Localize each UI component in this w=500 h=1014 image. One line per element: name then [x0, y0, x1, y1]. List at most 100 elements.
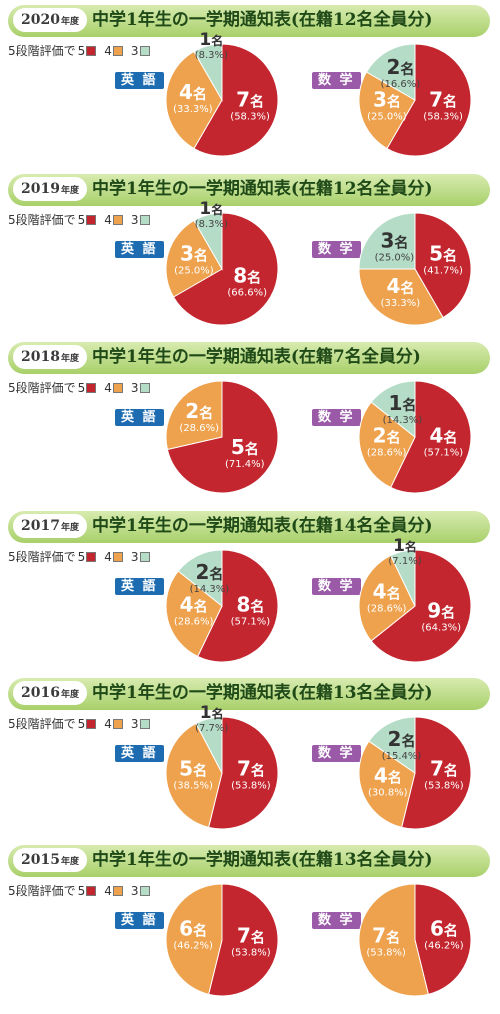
legend-swatch [86, 552, 97, 562]
section-title: 中学1年生の一学期通知表(在籍12名全員分) [92, 179, 433, 199]
slice-percent-label: (25.0%) [367, 112, 407, 123]
subject-label-math: 数 学 [312, 409, 361, 426]
slice-count-label: 7名 [237, 924, 265, 948]
subject-label-english: 英 語 [115, 745, 164, 762]
slice-percent-label: (28.6%) [174, 617, 214, 628]
slice-percent-label: (64.3%) [421, 623, 461, 634]
legend-grade-label: 3 [130, 213, 139, 227]
slice-count-label: 4名 [374, 763, 402, 787]
pie-chart: 8名(57.1%) 4名(28.6%) 2名(14.3%) [165, 549, 279, 663]
legend-grade-label: 4 [104, 213, 112, 227]
year-badge: 2019年度 [13, 177, 87, 201]
legend-grade-label: 5 [77, 44, 86, 58]
slice-count-label: 8名 [236, 593, 264, 617]
pie-slice-grade-5 [390, 380, 472, 494]
slice-count-label: 7名 [430, 757, 458, 781]
pie-slice-grade-5 [172, 212, 279, 326]
legend-swatch [112, 552, 123, 562]
slice-count-label: 1名 [199, 199, 223, 219]
section-title: 中学1年生の一学期通知表(在籍14名全員分) [92, 516, 433, 536]
section-banner: 2020年度 中学1年生の一学期通知表(在籍12名全員分) [8, 5, 490, 37]
subject-label-english: 英 語 [115, 578, 164, 595]
year-badge: 2020年度 [13, 8, 87, 32]
section-banner: 2016年度 中学1年生の一学期通知表(在籍13名全員分) [8, 678, 490, 710]
legend-grade-label: 5 [77, 550, 86, 564]
pie-chart: 8名(66.6%) 3名(25.0%) 1名(8.3%) [165, 199, 279, 326]
subject-label-english: 英 語 [115, 912, 164, 929]
legend-prefix: 5段階評価で [8, 44, 76, 58]
year-section: 2019年度 中学1年生の一学期通知表(在籍12名全員分) 5段階評価で 5 4 3 英 語… [0, 169, 500, 331]
pie-slice-grade-5 [414, 212, 472, 319]
slice-count-label: 7名 [237, 757, 265, 781]
legend-swatch [86, 719, 97, 729]
year-badge: 2018年度 [13, 345, 87, 369]
slice-percent-label: (14.3%) [383, 415, 423, 426]
slice-count-label: 4名 [429, 424, 457, 448]
section-title: 中学1年生の一学期通知表(在籍13名全員分) [92, 683, 433, 703]
legend-prefix: 5段階評価で [8, 213, 76, 227]
slice-count-label: 4名 [373, 580, 401, 604]
pie-slice-grade-3 [365, 43, 416, 101]
subject-label-math: 数 学 [312, 912, 361, 929]
slice-count-label: 1名 [199, 30, 223, 50]
slice-count-label: 5名 [231, 435, 259, 459]
pie-slice-grade-5 [370, 549, 472, 663]
slice-count-label: 2名 [388, 727, 416, 751]
legend-grade-label: 5 [77, 884, 86, 898]
slice-count-label: 3名 [180, 242, 208, 266]
pie-chart: 9名(64.3%) 4名(28.6%) 1名(7.1%) [358, 536, 472, 663]
section-title: 中学1年生の一学期通知表(在籍12名全員分) [92, 10, 433, 30]
pie-chart: 7名(53.8%) 4名(30.8%) 2名(15.4%) [358, 716, 472, 830]
section-banner: 2018年度 中学1年生の一学期通知表(在籍7名全員分) [8, 342, 490, 374]
slice-percent-label: (41.7%) [423, 266, 463, 277]
year-number: 2017 [21, 518, 60, 534]
year-suffix: 年度 [60, 857, 79, 867]
slice-percent-label: (30.8%) [368, 787, 408, 798]
pie-slice-grade-3 [390, 549, 416, 607]
slice-percent-label: (7.1%) [388, 556, 421, 567]
slice-count-label: 3名 [380, 228, 408, 252]
pie-slice-grade-3 [193, 212, 223, 271]
legend-prefix: 5段階評価で [8, 381, 76, 395]
pie-slice-grade-4 [165, 570, 223, 658]
pie-slice-grade-4 [358, 268, 444, 326]
legend-grade-label: 4 [104, 44, 112, 58]
year-suffix: 年度 [60, 690, 79, 700]
slice-percent-label: (28.6%) [367, 448, 407, 459]
slice-percent-label: (15.4%) [382, 751, 422, 762]
slice-count-label: 1名 [388, 391, 416, 415]
subject-label-math: 数 学 [312, 745, 361, 762]
legend-swatch [139, 215, 150, 225]
pie-slice-grade-3 [368, 716, 416, 774]
slice-count-label: 1名 [200, 703, 224, 723]
pie-slice-grade-4 [358, 71, 416, 150]
slice-percent-label: (53.8%) [366, 948, 406, 959]
legend-swatch [112, 383, 123, 393]
legend-grade-label: 4 [104, 717, 112, 731]
year-number: 2019 [21, 181, 60, 197]
slice-percent-label: (53.8%) [424, 781, 464, 792]
year-number: 2020 [21, 12, 60, 28]
section-title: 中学1年生の一学期通知表(在籍13名全員分) [92, 850, 433, 870]
year-number: 2018 [21, 349, 60, 365]
year-section: 2018年度 中学1年生の一学期通知表(在籍7名全員分) 5段階評価で 5 4 3 英 語数… [0, 337, 500, 499]
slice-count-label: 4名 [386, 274, 414, 298]
legend-swatch [112, 719, 123, 729]
slice-percent-label: (46.2%) [173, 941, 213, 952]
legend-grade-label: 4 [104, 550, 112, 564]
slice-percent-label: (8.3%) [195, 50, 228, 61]
legend-swatch [112, 46, 123, 56]
slice-percent-label: (38.5%) [173, 781, 213, 792]
subject-label-math: 数 学 [312, 241, 361, 258]
slice-percent-label: (25.0%) [375, 252, 415, 263]
pie-slice-grade-4 [165, 883, 223, 995]
pie-slice-grade-5 [197, 549, 279, 663]
pie-chart: 7名(58.3%) 4名(33.3%) 1名(8.3%) [165, 30, 279, 157]
year-suffix: 年度 [60, 523, 79, 533]
legend-prefix: 5段階評価で [8, 884, 76, 898]
slice-count-label: 1名 [393, 536, 417, 556]
pie-slice-grade-4 [165, 50, 223, 150]
grade-legend: 5段階評価で 5 4 3 [8, 42, 156, 59]
slice-count-label: 2名 [185, 399, 213, 423]
subject-label-english: 英 語 [115, 241, 164, 258]
